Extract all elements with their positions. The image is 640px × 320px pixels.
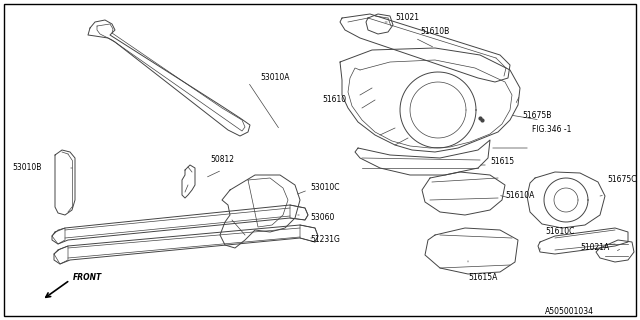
Text: 51610: 51610 [322, 95, 346, 105]
Text: FRONT: FRONT [73, 274, 102, 283]
Text: 51615A: 51615A [468, 274, 497, 283]
Text: 53010B: 53010B [12, 164, 42, 172]
Text: 51615: 51615 [490, 157, 514, 166]
Text: FIG.346 -1: FIG.346 -1 [532, 125, 572, 134]
Text: 51021A: 51021A [580, 244, 609, 252]
Text: 53010A: 53010A [260, 74, 289, 83]
Text: 53010C: 53010C [310, 183, 339, 193]
Text: 51610C: 51610C [545, 228, 574, 236]
Text: 51610A: 51610A [505, 190, 534, 199]
Text: 51675B: 51675B [522, 110, 552, 119]
Text: 51021: 51021 [395, 13, 419, 22]
Text: 51675C: 51675C [607, 175, 637, 185]
Text: 51610B: 51610B [420, 28, 449, 36]
Text: 51231G: 51231G [310, 236, 340, 244]
Text: 53060: 53060 [310, 213, 334, 222]
Text: 50812: 50812 [210, 156, 234, 164]
Text: A505001034: A505001034 [545, 308, 594, 316]
